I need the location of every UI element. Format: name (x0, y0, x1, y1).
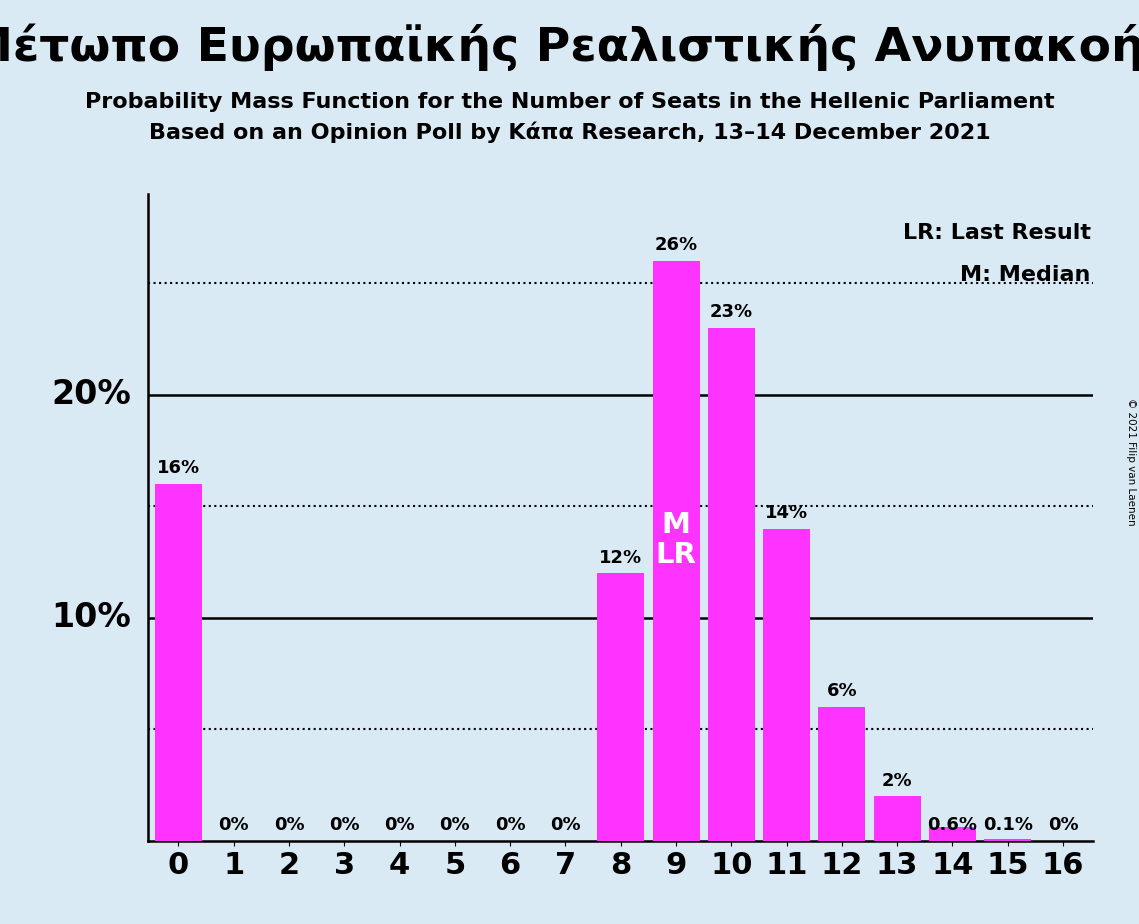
Text: 0%: 0% (273, 816, 304, 834)
Bar (763, 529, 810, 841)
Bar (984, 839, 1031, 841)
Text: 12%: 12% (599, 549, 642, 566)
Text: 0%: 0% (494, 816, 525, 834)
Text: 0%: 0% (1048, 816, 1079, 834)
Text: 26%: 26% (655, 237, 697, 254)
Bar (707, 328, 755, 841)
Text: M: Median: M: Median (960, 265, 1091, 286)
Text: 10%: 10% (51, 602, 131, 634)
Text: 0%: 0% (384, 816, 415, 834)
Text: 23%: 23% (710, 303, 753, 322)
Text: Μέτωπο Ευρωπαϊκής Ρεαλιστικής Ανυπακοής: Μέτωπο Ευρωπαϊκής Ρεαλιστικής Ανυπακοής (0, 23, 1139, 70)
Text: 0%: 0% (550, 816, 581, 834)
Bar (155, 484, 202, 841)
Text: 6%: 6% (827, 682, 858, 700)
Text: 0%: 0% (440, 816, 470, 834)
Text: 0%: 0% (219, 816, 249, 834)
Bar (874, 796, 920, 841)
Text: M
LR: M LR (656, 511, 696, 569)
Text: © 2021 Filip van Laenen: © 2021 Filip van Laenen (1126, 398, 1136, 526)
Text: 0%: 0% (329, 816, 360, 834)
Text: 0.1%: 0.1% (983, 816, 1033, 834)
Bar (819, 707, 866, 841)
Bar (653, 261, 699, 841)
Text: 20%: 20% (51, 378, 131, 411)
Text: 2%: 2% (882, 772, 912, 789)
Text: 14%: 14% (765, 504, 809, 522)
Text: LR: Last Result: LR: Last Result (903, 223, 1091, 243)
Text: Probability Mass Function for the Number of Seats in the Hellenic Parliament: Probability Mass Function for the Number… (84, 92, 1055, 113)
Text: 0.6%: 0.6% (927, 816, 977, 834)
Text: Based on an Opinion Poll by Κάπα Research, 13–14 December 2021: Based on an Opinion Poll by Κάπα Researc… (149, 122, 990, 143)
Bar (597, 573, 645, 841)
Bar (929, 828, 976, 841)
Text: 16%: 16% (157, 459, 200, 478)
